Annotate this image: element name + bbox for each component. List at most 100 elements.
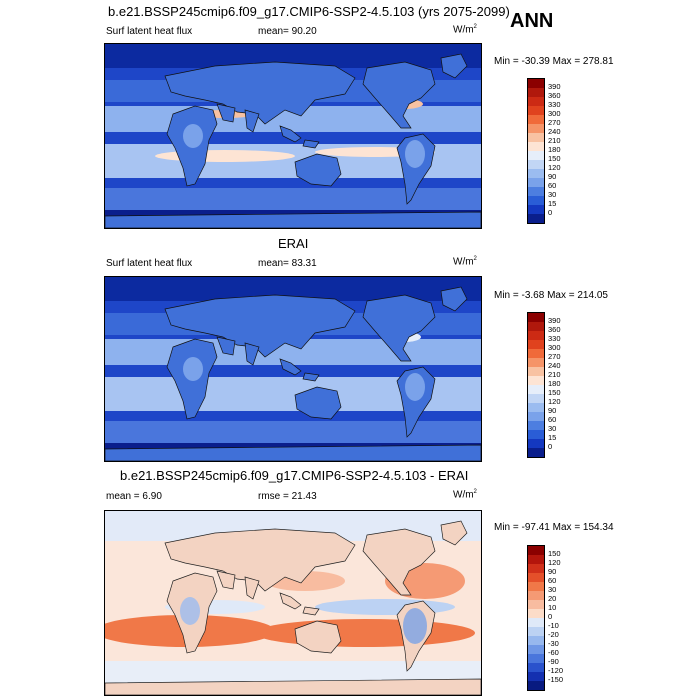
panel3-map — [104, 510, 482, 696]
colorbar-swatch — [528, 322, 544, 331]
continent-outline — [294, 386, 342, 420]
colorbar-tick-label: 150 — [548, 549, 561, 558]
colorbar-swatch — [528, 367, 544, 376]
colorbar-tick-label: 180 — [548, 379, 561, 388]
continent-outline — [105, 444, 481, 461]
continent-outline — [105, 678, 481, 695]
colorbar-tick-label: 90 — [548, 172, 557, 181]
colorbar-tick-label: 120 — [548, 558, 561, 567]
colorbar-swatch — [528, 555, 544, 564]
colorbar-tick-label: -150 — [548, 675, 564, 684]
colorbar-swatch — [528, 636, 544, 645]
colorbar-swatch — [528, 376, 544, 385]
panel3-minmax: Min = -97.41 Max = 154.34 — [494, 522, 614, 533]
colorbar-tick-label: -30 — [548, 639, 559, 648]
colorbar-swatch — [528, 421, 544, 430]
continent-outline — [216, 336, 260, 366]
colorbar-swatch — [528, 313, 544, 322]
colorbar-swatch — [528, 88, 544, 97]
colorbar-tick-label: 300 — [548, 109, 561, 118]
map-maximum — [155, 150, 295, 162]
colorbar-tick-label: 210 — [548, 370, 561, 379]
colorbar-swatch — [528, 654, 544, 663]
panel3-colorbar — [527, 545, 545, 691]
continent-outline — [279, 125, 320, 149]
colorbar-tick-label: -60 — [548, 648, 559, 657]
panel1-variable-label: Surf latent heat flux — [106, 26, 193, 37]
continent-outline — [216, 570, 260, 600]
colorbar-tick-label: 360 — [548, 325, 561, 334]
colorbar-tick-label: 90 — [548, 406, 557, 415]
continent-outline — [294, 153, 342, 187]
continent-outline — [362, 294, 436, 362]
colorbar-tick-label: 180 — [548, 145, 561, 154]
colorbar-tick-label: 30 — [548, 585, 557, 594]
colorbar-tick-label: 0 — [548, 208, 553, 217]
colorbar-swatch — [528, 582, 544, 591]
colorbar-swatch — [528, 331, 544, 340]
map-anomaly — [255, 619, 475, 647]
map-land-detail — [405, 373, 425, 401]
map-land-detail — [405, 140, 425, 168]
colorbar-tick-label: 120 — [548, 397, 561, 406]
colorbar-swatch — [528, 681, 544, 690]
colorbar-tick-label: 390 — [548, 316, 561, 325]
colorbar-swatch — [528, 340, 544, 349]
colorbar-tick-label: 360 — [548, 91, 561, 100]
colorbar-swatch — [528, 169, 544, 178]
panel2-section-title: ERAI — [278, 236, 309, 251]
colorbar-swatch — [528, 609, 544, 618]
colorbar-swatch — [528, 663, 544, 672]
colorbar-swatch — [528, 448, 544, 457]
panel2-variable-label: Surf latent heat flux — [106, 258, 193, 269]
continent-outline — [164, 528, 356, 592]
continent-outline — [440, 520, 468, 546]
colorbar-swatch — [528, 97, 544, 106]
map-band — [105, 421, 481, 443]
continent-outline — [279, 358, 320, 382]
colorbar-tick-label: 30 — [548, 424, 557, 433]
colorbar-tick-label: 30 — [548, 190, 557, 199]
panel3-rmse-label: rmse = 21.43 — [258, 491, 317, 502]
panel1-minmax: Min = -30.39 Max = 278.81 — [494, 56, 614, 67]
colorbar-tick-label: 120 — [548, 163, 561, 172]
colorbar-swatch — [528, 106, 544, 115]
colorbar-tick-label: 150 — [548, 154, 561, 163]
colorbar-swatch — [528, 349, 544, 358]
colorbar-tick-label: 390 — [548, 82, 561, 91]
colorbar-tick-label: 240 — [548, 127, 561, 136]
colorbar-tick-label: -10 — [548, 621, 559, 630]
colorbar-tick-label: 60 — [548, 576, 557, 585]
colorbar-tick-label: 0 — [548, 442, 553, 451]
colorbar-tick-label: 20 — [548, 594, 557, 603]
colorbar-tick-label: 300 — [548, 343, 561, 352]
continent-outline — [216, 103, 260, 133]
panel2-mean-label: mean= 83.31 — [258, 258, 317, 269]
colorbar-swatch — [528, 645, 544, 654]
panel3-units: W/m2 — [453, 489, 477, 501]
colorbar-tick-label: 150 — [548, 388, 561, 397]
colorbar-swatch — [528, 591, 544, 600]
map-land-detail — [183, 124, 203, 148]
colorbar-tick-label: 270 — [548, 352, 561, 361]
season-label: ANN — [510, 10, 554, 32]
continent-outline — [440, 53, 468, 79]
colorbar-tick-label: 330 — [548, 100, 561, 109]
panel2-colorbar — [527, 312, 545, 458]
map-band — [105, 188, 481, 210]
colorbar-swatch — [528, 79, 544, 88]
panel2-minmax: Min = -3.68 Max = 214.05 — [494, 290, 608, 301]
colorbar-swatch — [528, 394, 544, 403]
colorbar-swatch — [528, 178, 544, 187]
continent-outline — [294, 620, 342, 654]
colorbar-swatch — [528, 600, 544, 609]
panel3-section-title: b.e21.BSSP245cmip6.f09_g17.CMIP6-SSP2-4.… — [120, 468, 469, 483]
colorbar-swatch — [528, 439, 544, 448]
panel1-units: W/m2 — [453, 24, 477, 36]
colorbar-swatch — [528, 564, 544, 573]
colorbar-tick-label: 0 — [548, 612, 553, 621]
colorbar-swatch — [528, 124, 544, 133]
panel1-map — [104, 43, 482, 229]
colorbar-swatch — [528, 403, 544, 412]
colorbar-swatch — [528, 618, 544, 627]
